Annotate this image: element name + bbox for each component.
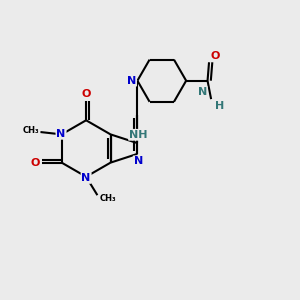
Text: O: O <box>81 89 91 99</box>
Text: O: O <box>30 158 40 168</box>
Text: N: N <box>198 87 207 97</box>
Text: CH₃: CH₃ <box>23 126 40 135</box>
Text: CH₃: CH₃ <box>100 194 116 203</box>
Text: N: N <box>127 76 136 86</box>
Text: O: O <box>210 51 220 61</box>
Text: NH: NH <box>129 130 148 140</box>
Text: N: N <box>134 156 143 166</box>
Text: H: H <box>215 101 225 111</box>
Text: N: N <box>82 173 91 183</box>
Text: N: N <box>56 129 66 139</box>
